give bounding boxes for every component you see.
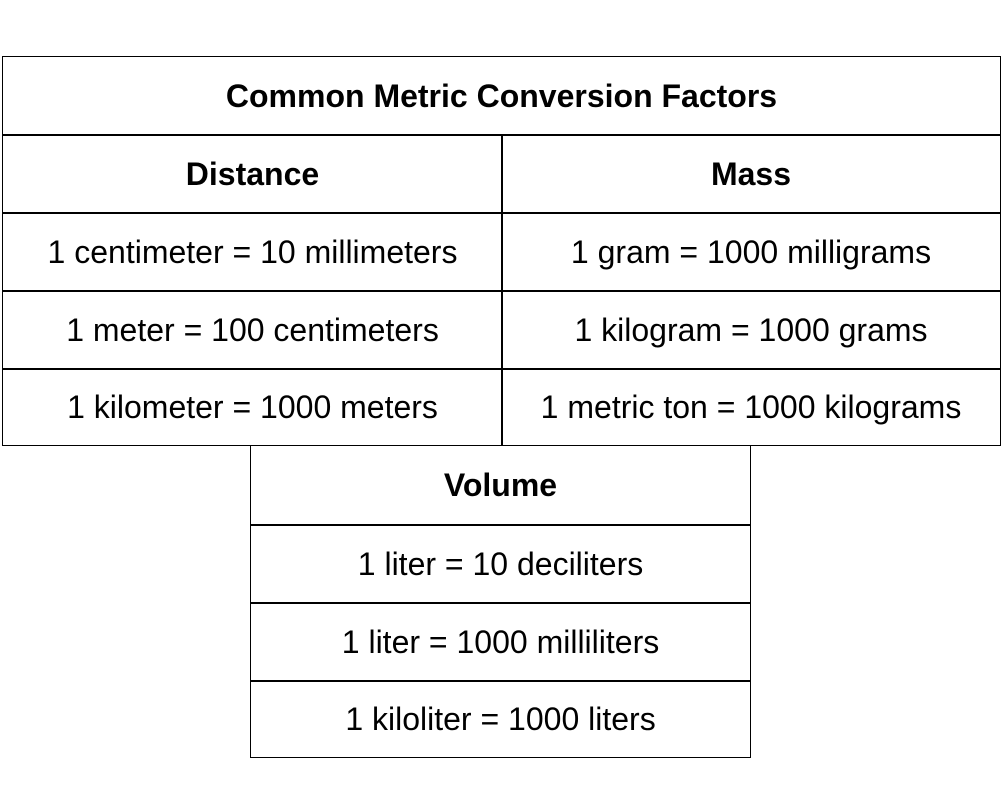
volume-row: 1 liter = 10 deciliters [250,524,751,604]
distance-row: 1 meter = 100 centimeters [2,290,503,370]
distance-header: Distance [2,134,503,214]
distance-row: 1 kilometer = 1000 meters [2,368,503,446]
mass-row: 1 metric ton = 1000 kilograms [501,368,1001,446]
distance-row: 1 centimeter = 10 millimeters [2,212,503,292]
mass-row: 1 kilogram = 1000 grams [501,290,1001,370]
mass-row: 1 gram = 1000 milligrams [501,212,1001,292]
volume-row: 1 liter = 1000 milliliters [250,602,751,682]
volume-row: 1 kiloliter = 1000 liters [250,680,751,758]
mass-header: Mass [501,134,1001,214]
table-title: Common Metric Conversion Factors [2,56,1001,136]
volume-header: Volume [250,446,751,526]
